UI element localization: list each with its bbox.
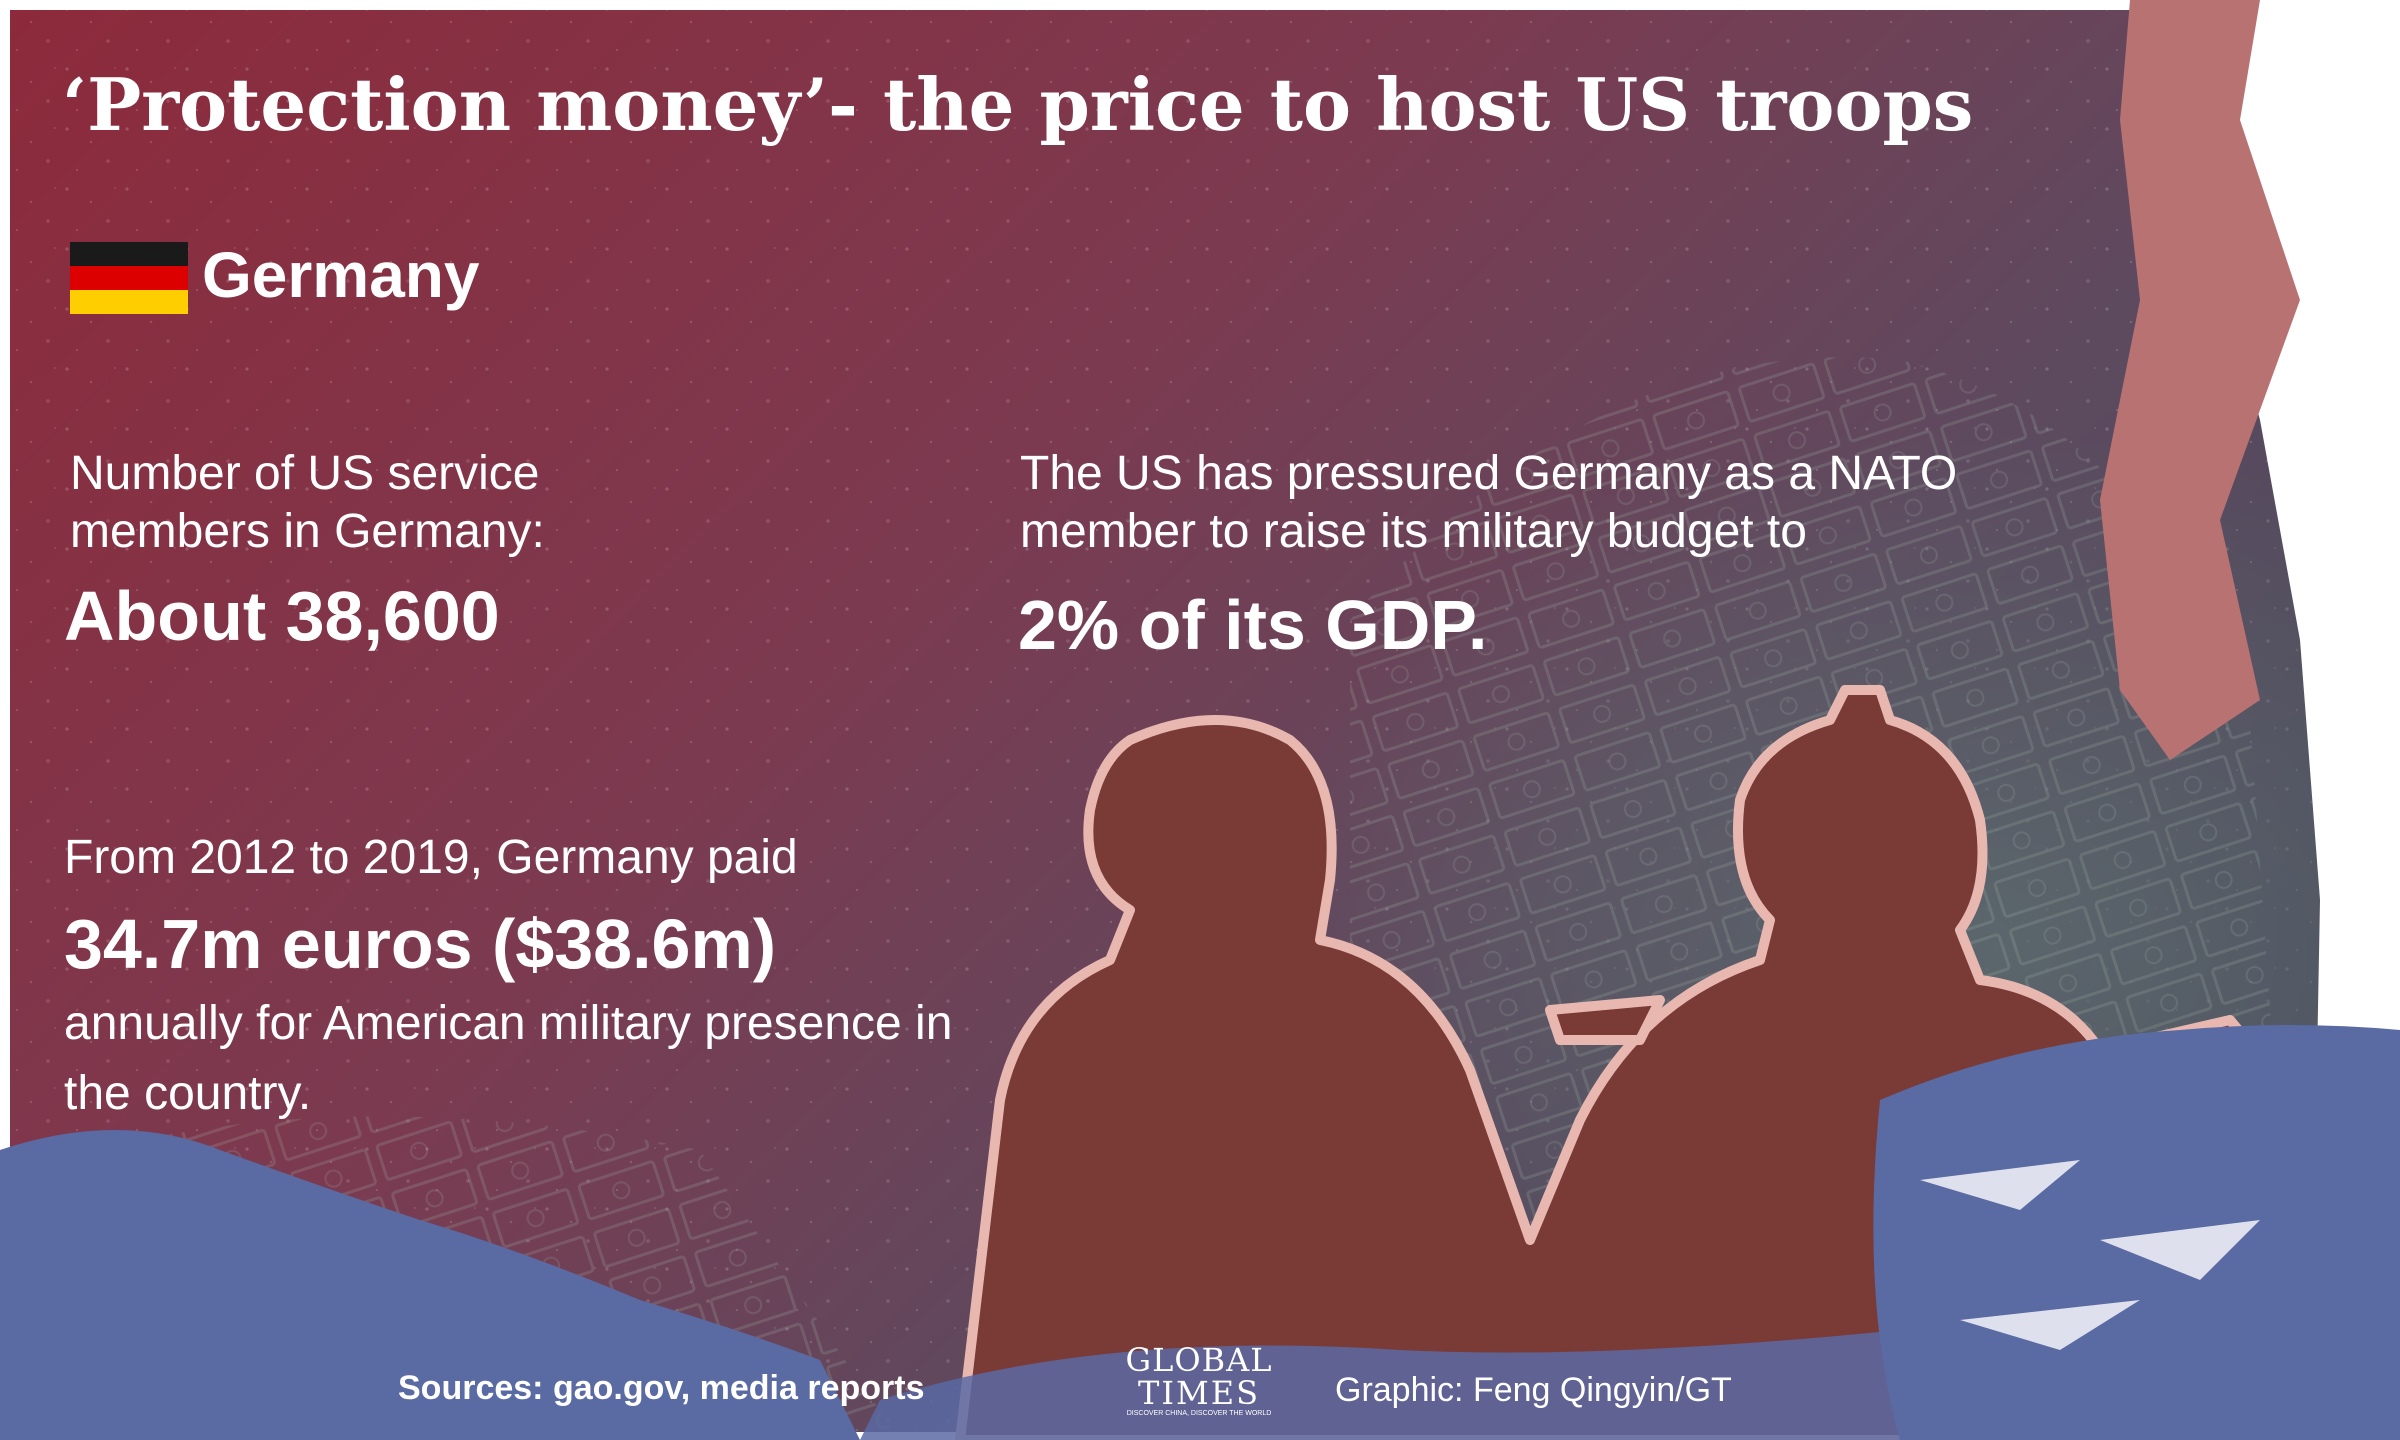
troops-value: About 38,600 <box>64 577 500 655</box>
budget-text: The US has pressured Germany as a NATO m… <box>1020 447 1958 558</box>
page-title: ‘Protection money’- the price to host US… <box>62 62 1974 147</box>
payment-intro: From 2012 to 2019, Germany paid <box>64 831 798 884</box>
country-name: Germany <box>202 239 480 311</box>
global-times-logo: GLOBAL TIMES DISCOVER CHINA, DISCOVER TH… <box>1110 1344 1288 1424</box>
germany-flag-icon <box>70 242 188 314</box>
flag-stripe-red <box>70 266 188 290</box>
payment-outro: annually for American military presence … <box>64 997 953 1120</box>
troops-label: Number of US service members in Germany: <box>70 447 545 558</box>
logo-tagline: DISCOVER CHINA, DISCOVER THE WORLD <box>1126 1410 1272 1417</box>
graphic-credit: Graphic: Feng Qingyin/GT <box>1335 1371 1732 1409</box>
payment-value: 34.7m euros ($38.6m) <box>64 905 777 983</box>
logo-word-times: TIMES <box>1137 1374 1261 1412</box>
flag-stripe-black <box>70 242 188 266</box>
budget-value: 2% of its GDP. <box>1018 586 1488 664</box>
sources-text: Sources: gao.gov, media reports <box>398 1369 925 1407</box>
flag-stripe-gold <box>70 290 188 314</box>
logo-word-global: GLOBAL <box>1125 1341 1273 1379</box>
